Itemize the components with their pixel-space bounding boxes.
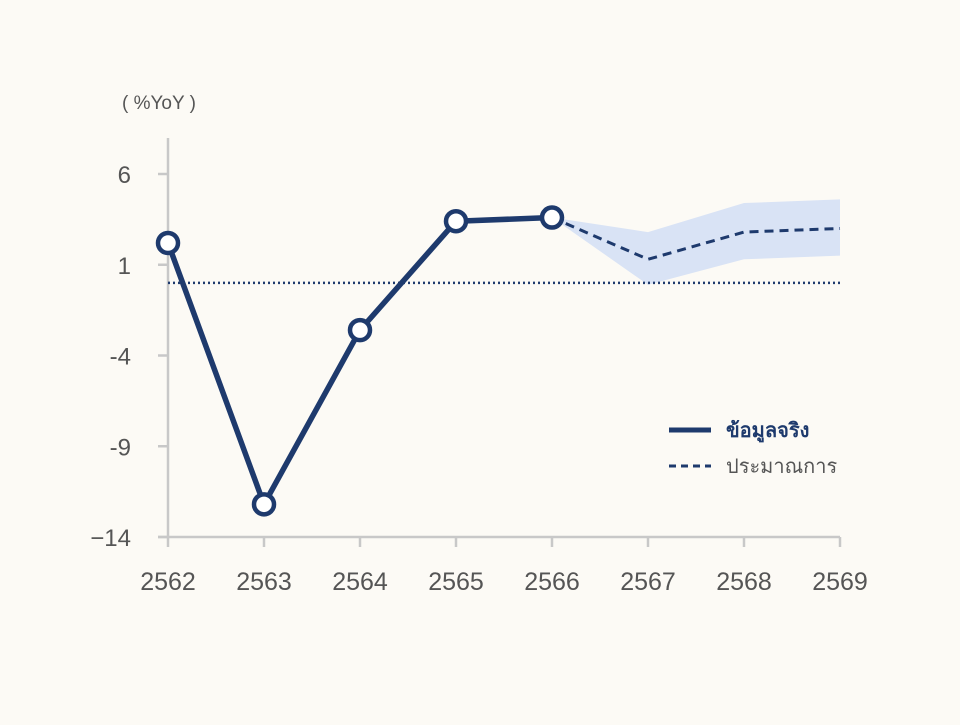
y-tick-label: 1 — [118, 253, 131, 280]
actual-data-point — [443, 208, 469, 234]
x-tick-label: 2566 — [524, 568, 580, 596]
y-tick-label: 6 — [118, 162, 131, 189]
y-tick-label: -9 — [110, 434, 131, 461]
y-tick-label: −14 — [90, 525, 131, 552]
legend-label-actual: ข้อมูลจริง — [726, 419, 809, 444]
forecast-range-band — [552, 199, 840, 285]
x-tick-label: 2568 — [716, 568, 772, 596]
x-tick-label: 2569 — [812, 568, 868, 596]
legend-label-forecast: ประมาณการ — [726, 456, 837, 478]
x-tick-label: 2567 — [620, 568, 676, 596]
actual-data-point — [347, 317, 373, 343]
actual-data-point — [155, 230, 181, 256]
actual-data-point — [251, 492, 277, 517]
actual-data-point — [539, 205, 565, 230]
forecast-series-line — [551, 216, 841, 261]
x-tick-label: 2564 — [332, 568, 388, 596]
y-tick-label: -4 — [110, 344, 131, 371]
actual-series-line — [165, 214, 553, 508]
x-tick-label: 2563 — [236, 568, 292, 596]
y-axis-unit-label: ( %YoY ) — [122, 93, 196, 114]
x-tick-label: 2565 — [428, 568, 484, 596]
x-tick-label: 2562 — [140, 568, 196, 596]
